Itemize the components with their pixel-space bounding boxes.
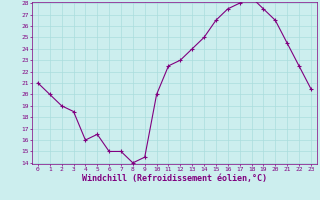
X-axis label: Windchill (Refroidissement éolien,°C): Windchill (Refroidissement éolien,°C) <box>82 174 267 183</box>
